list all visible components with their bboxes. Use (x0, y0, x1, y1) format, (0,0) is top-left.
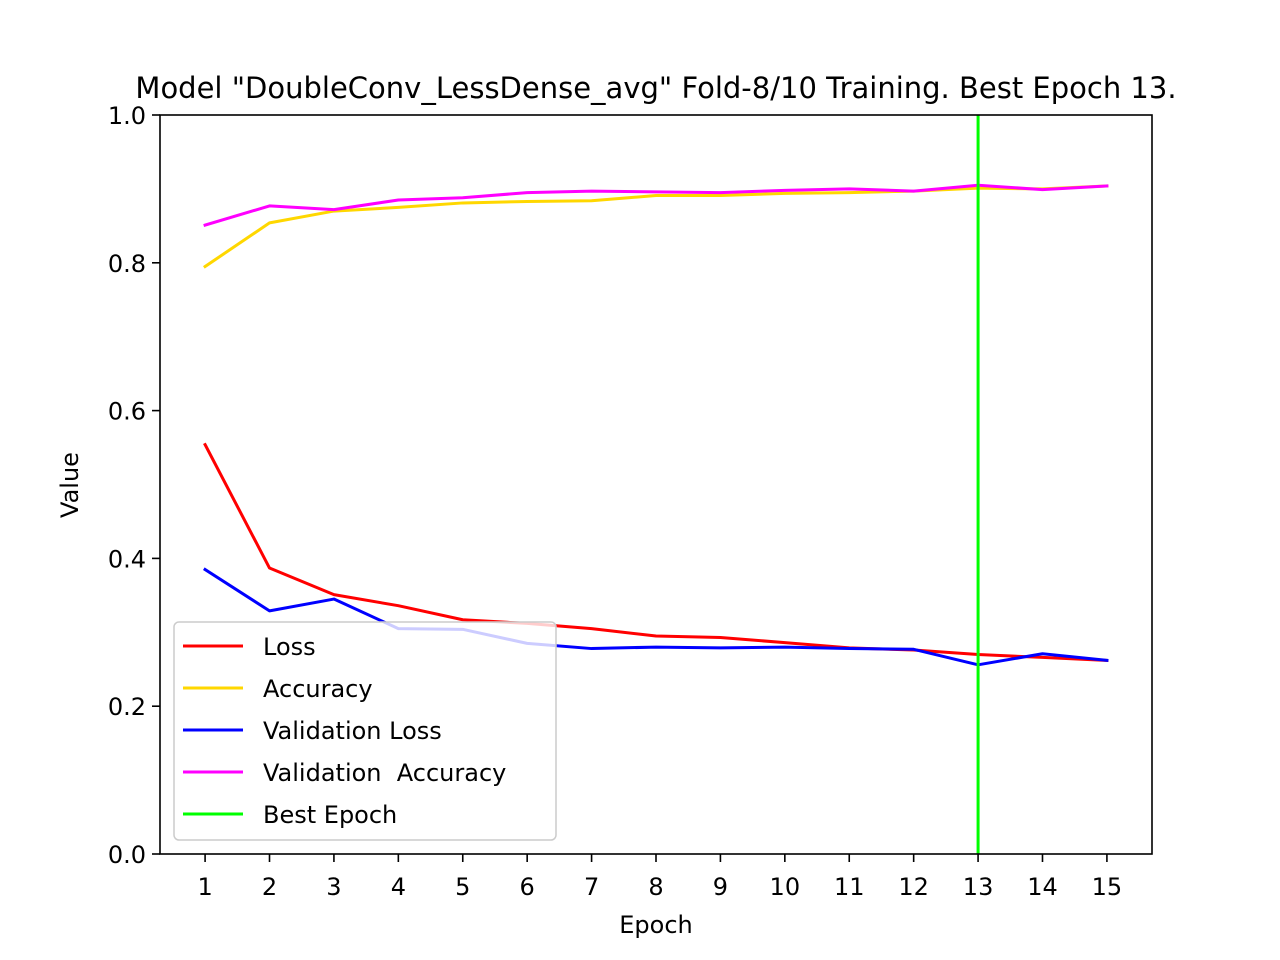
x-tick-label: 10 (770, 873, 801, 901)
y-tick-label: 0.8 (108, 250, 146, 278)
x-tick-label: 3 (326, 873, 341, 901)
y-axis-label: Value (56, 452, 84, 518)
x-tick-label: 6 (520, 873, 535, 901)
x-tick-label: 1 (197, 873, 212, 901)
y-tick-label: 0.2 (108, 693, 146, 721)
x-tick-label: 15 (1092, 873, 1123, 901)
x-tick-label: 7 (584, 873, 599, 901)
legend: Loss Accuracy Validation Loss Validation Ac… (173, 621, 557, 841)
x-tick-label: 5 (455, 873, 470, 901)
x-tick-label: 13 (963, 873, 994, 901)
chart-title: Model "DoubleConv_LessDense_avg" Fold-8/… (135, 71, 1176, 105)
legend-label: Validation Accuracy (263, 759, 506, 787)
legend-label: Accuracy (263, 675, 373, 703)
series-line-4 (203, 183, 1109, 227)
plot-area: 1 2 3 4 5 6 7 8 9 10 11 12 13 14 150.00.20.40.60.81.0 (108, 102, 1153, 901)
x-tick-label: 8 (648, 873, 663, 901)
legend-label: Loss (263, 633, 316, 661)
y-tick-label: 1.0 (108, 102, 146, 130)
series-line-3 (203, 567, 1109, 667)
x-tick-label: 12 (898, 873, 929, 901)
x-axis-label: Epoch (619, 911, 693, 939)
y-tick-label: 0.6 (108, 398, 146, 426)
y-tick-label: 0.4 (108, 545, 146, 573)
legend-box (173, 621, 557, 841)
legend-label: Best Epoch (263, 801, 397, 829)
x-tick-label: 14 (1027, 873, 1058, 901)
x-tick-label: 2 (262, 873, 277, 901)
x-tick-label: 9 (713, 873, 728, 901)
series-line-1 (203, 442, 1109, 662)
x-tick-label: 11 (834, 873, 865, 901)
legend-label: Validation Loss (263, 717, 442, 745)
series-line-2 (203, 184, 1109, 269)
y-tick-label: 0.0 (108, 841, 146, 869)
x-tick-label: 4 (391, 873, 406, 901)
